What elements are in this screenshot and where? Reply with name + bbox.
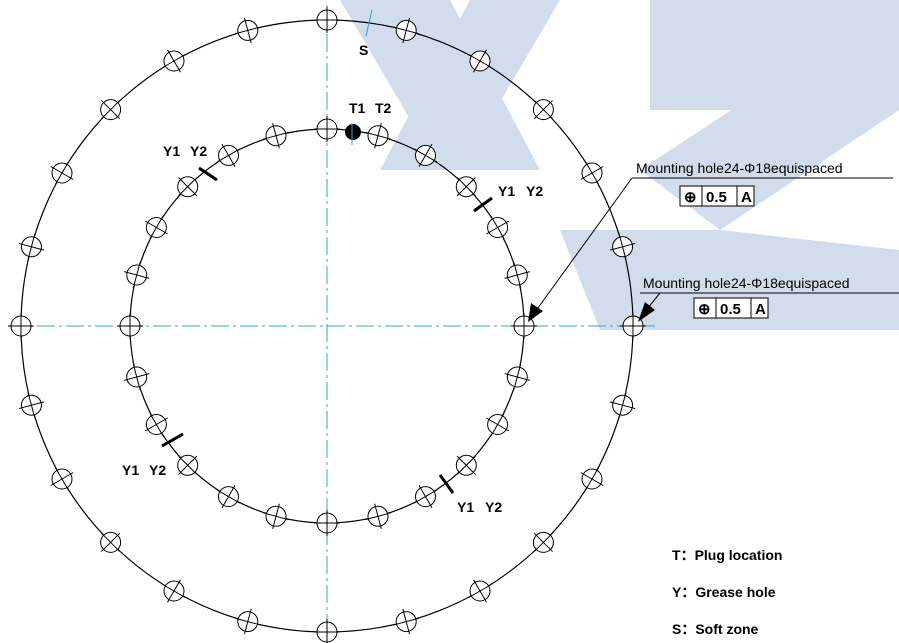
legend-key-y: Y: [672, 584, 682, 600]
outer-mounting-hole: [8, 313, 34, 339]
inner-mounting-hole: [413, 143, 438, 167]
inner-mounting-hole: [486, 412, 510, 437]
legend-desc-t: Plug location: [695, 547, 783, 563]
outer-mounting-hole: [620, 313, 646, 339]
inner-mounting-hole: [314, 510, 340, 536]
inner-mounting-hole: [177, 454, 199, 476]
grease-label-y1-bottom-right: Y1: [457, 499, 474, 515]
inner-callout-arrowhead: [528, 303, 543, 322]
outer-callout-arrowhead: [638, 302, 655, 322]
outer-fcf-tolerance: 0.5: [720, 301, 741, 318]
outer-mounting-hole: [100, 99, 122, 121]
legend: T：Plug location Y：Grease hole S：Soft zon…: [672, 547, 782, 637]
grease-mark-top-left: [198, 166, 218, 182]
outer-mounting-hole: [532, 531, 554, 553]
inner-mounting-hole: [124, 364, 150, 390]
grease-mark-top-right: [473, 196, 493, 213]
inner-callout-text: Mounting hole24-Φ18equispaced: [636, 160, 843, 176]
plug-label-t2: T2: [375, 100, 392, 116]
inner-mounting-hole: [263, 123, 289, 149]
grease-hole-marks: [161, 166, 493, 494]
soft-zone-mark-line: [365, 9, 373, 37]
inner-mounting-hole: [365, 123, 391, 149]
outer-mounting-hole: [50, 467, 74, 491]
inner-mounting-hole: [263, 503, 289, 529]
inner-mounting-hole: [504, 364, 530, 390]
grease-label-y2-top-left: Y2: [190, 143, 207, 159]
inner-position-tolerance-frame: ⊕ 0.5 A: [679, 185, 755, 207]
outer-mounting-hole: [468, 579, 492, 603]
inner-mounting-hole: [455, 176, 477, 198]
inner-mounting-hole: [117, 313, 143, 339]
inner-fcf-symbol: ⊕: [684, 189, 697, 206]
outer-mounting-hole: [609, 234, 636, 260]
grease-mark-bottom-left: [161, 432, 184, 448]
grease-label-y2-bottom-left: Y2: [149, 462, 166, 478]
outer-callout-text: Mounting hole24-Φ18equispaced: [643, 275, 850, 291]
outer-mounting-hole: [314, 619, 340, 643]
legend-key-s: S: [672, 621, 681, 637]
legend-desc-s: Soft zone: [695, 621, 758, 637]
outer-mounting-hole: [393, 17, 419, 44]
inner-mounting-hole: [365, 503, 391, 529]
outer-hole-callout: Mounting hole24-Φ18equispaced ⊕ 0.5 A: [638, 275, 899, 322]
outer-mounting-hole: [393, 608, 419, 635]
inner-mounting-hole: [216, 485, 241, 509]
inner-mounting-holes: [117, 116, 537, 536]
outer-mounting-hole: [162, 579, 186, 603]
inner-mounting-hole: [124, 262, 150, 288]
outer-mounting-hole: [162, 49, 186, 73]
grease-label-y1-top-right: Y1: [498, 183, 515, 199]
inner-fcf-datum: A: [741, 189, 752, 206]
grease-label-y1-bottom-left: Y1: [122, 462, 139, 478]
outer-mounting-hole: [235, 17, 261, 44]
outer-mounting-holes: [8, 7, 646, 643]
inner-mounting-hole: [314, 116, 340, 142]
grease-label-y2-top-right: Y2: [526, 183, 543, 199]
inner-mounting-hole: [177, 176, 199, 198]
outer-mounting-hole: [235, 608, 261, 635]
inner-fcf-tolerance: 0.5: [706, 189, 727, 206]
outer-mounting-hole: [314, 7, 340, 33]
outer-mounting-hole: [580, 161, 604, 185]
grease-mark-bottom-right: [438, 474, 455, 494]
inner-mounting-hole: [486, 215, 510, 240]
legend-desc-y: Grease hole: [695, 584, 775, 600]
inner-mounting-hole: [144, 215, 168, 240]
legend-key-t: T: [672, 547, 681, 563]
inner-mounting-hole: [144, 412, 168, 437]
plug-label-t1: T1: [349, 100, 366, 116]
outer-mounting-hole: [532, 99, 554, 121]
outer-mounting-hole: [18, 234, 45, 260]
inner-mounting-hole: [413, 485, 438, 509]
grease-label-y1-top-left: Y1: [163, 143, 180, 159]
inner-callout-leader: [534, 177, 633, 313]
outer-mounting-hole: [468, 49, 492, 73]
outer-mounting-hole: [100, 531, 122, 553]
legend-item-plug-location: T：Plug location: [672, 547, 782, 563]
outer-fcf-datum: A: [755, 301, 766, 318]
inner-hole-callout: Mounting hole24-Φ18equispaced ⊕ 0.5 A: [528, 160, 893, 322]
grease-label-y2-bottom-right: Y2: [485, 499, 502, 515]
inner-mounting-hole: [504, 262, 530, 288]
soft-zone-label: S: [359, 42, 368, 58]
outer-mounting-hole: [18, 392, 45, 418]
inner-mounting-hole: [216, 143, 241, 167]
outer-mounting-hole: [609, 392, 636, 418]
legend-sep: ：: [681, 584, 695, 600]
outer-position-tolerance-frame: ⊕ 0.5 A: [693, 297, 769, 319]
legend-sep: ：: [681, 547, 695, 563]
outer-fcf-symbol: ⊕: [698, 301, 711, 318]
legend-item-soft-zone: S：Soft zone: [672, 621, 759, 637]
plug-location-marker: [345, 124, 361, 140]
outer-mounting-hole: [580, 467, 604, 491]
outer-mounting-hole: [50, 161, 74, 185]
watermark-logo: [340, 0, 899, 330]
inner-mounting-hole: [455, 454, 477, 476]
legend-sep: ：: [681, 621, 695, 637]
legend-item-grease-hole: Y：Grease hole: [672, 584, 776, 600]
